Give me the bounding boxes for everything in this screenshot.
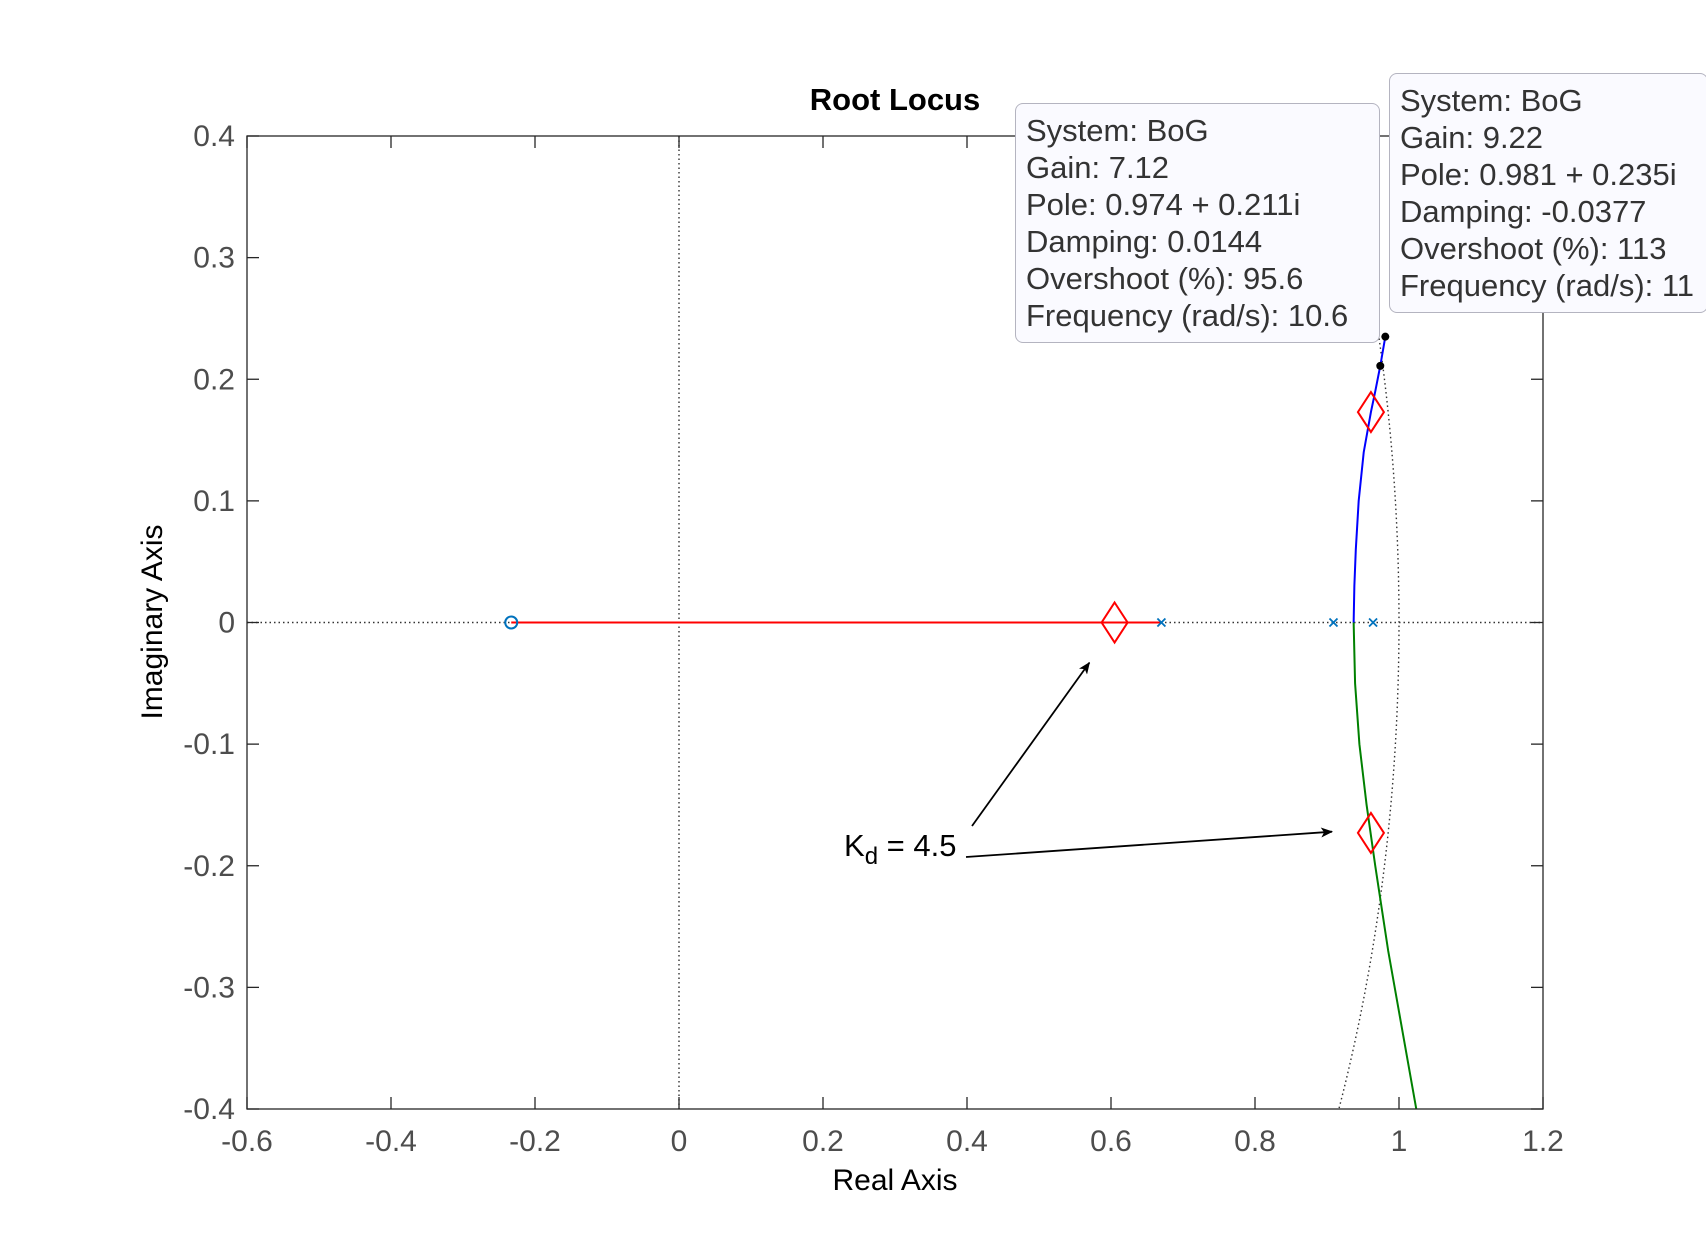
x-tick-label: 1 xyxy=(1391,1125,1408,1158)
x-axis-ticks: -0.6 -0.4 -0.2 0 0.2 0.4 0.6 0.8 1 1.2 xyxy=(221,136,1564,1158)
datatip-1-pole: Pole: 0.974 + 0.211i xyxy=(1026,187,1301,222)
datatip-2-system: System: BoG xyxy=(1400,83,1583,118)
y-tick-label: 0 xyxy=(218,607,235,640)
y-tick-label: -0.3 xyxy=(183,971,235,1004)
datatip-1-gain: Gain: 7.12 xyxy=(1026,150,1170,185)
datatip-2-pole: Pole: 0.981 + 0.235i xyxy=(1400,157,1677,192)
annotation-arrow-2 xyxy=(965,827,1334,858)
kd-annotation-subscript: d xyxy=(864,843,879,870)
datatip-2-frequency: Frequency (rad/s): 11 xyxy=(1400,268,1695,303)
datatip-anchor-2 xyxy=(1381,332,1390,341)
y-axis-ticks: -0.4 -0.3 -0.2 -0.1 0 0.1 0.2 0.3 0.4 xyxy=(183,120,1543,1126)
x-tick-label: 0.2 xyxy=(802,1125,844,1158)
y-axis-label: Imaginary Axis xyxy=(136,524,169,719)
datatip-2[interactable]: System: BoG Gain: 9.22 Pole: 0.981 + 0.2… xyxy=(1389,73,1706,313)
datatip-anchor-1 xyxy=(1376,361,1385,370)
y-tick-label: 0.4 xyxy=(193,120,235,153)
locus-branch-2 xyxy=(1352,336,1387,623)
zero-marker-1 xyxy=(504,615,519,630)
x-tick-label: 1.2 xyxy=(1522,1125,1564,1158)
locus-branch-3 xyxy=(1352,622,1418,1109)
x-tick-label: -0.4 xyxy=(365,1125,417,1158)
datatip-1-system: System: BoG xyxy=(1026,113,1209,148)
datatip-1-overshoot: Overshoot (%): 95.6 xyxy=(1026,261,1304,296)
datatip-2-gain: Gain: 9.22 xyxy=(1400,120,1544,155)
x-tick-label: -0.2 xyxy=(509,1125,561,1158)
design-point-marker-1 xyxy=(1100,600,1129,645)
pole-marker-2 xyxy=(1328,617,1339,628)
annotation-arrows xyxy=(965,661,1334,858)
x-tick-label: 0 xyxy=(671,1125,688,1158)
y-tick-label: -0.4 xyxy=(183,1093,235,1126)
datatip-2-damping: Damping: -0.0377 xyxy=(1400,194,1647,229)
datatip-2-overshoot: Overshoot (%): 113 xyxy=(1400,231,1667,266)
x-tick-label: 0.8 xyxy=(1234,1125,1276,1158)
design-point-marker-3 xyxy=(1356,811,1386,855)
datatip-1-frequency: Frequency (rad/s): 10.6 xyxy=(1026,298,1349,333)
kd-annotation-main: K xyxy=(844,828,865,863)
annotation-arrow-1 xyxy=(971,661,1091,827)
kd-annotation: Kd = 4.5 xyxy=(844,828,956,871)
y-tick-label: -0.2 xyxy=(183,850,235,883)
y-tick-label: 0.3 xyxy=(193,242,235,275)
datatip-1-damping: Damping: 0.0144 xyxy=(1026,224,1263,259)
y-tick-label: 0.1 xyxy=(193,485,235,518)
x-tick-label: 0.4 xyxy=(946,1125,988,1158)
x-axis-label: Real Axis xyxy=(832,1164,957,1197)
kd-annotation-value: = 4.5 xyxy=(878,828,957,863)
y-tick-label: -0.1 xyxy=(183,728,235,761)
x-tick-label: -0.6 xyxy=(221,1125,273,1158)
chart-title: Root Locus xyxy=(810,82,981,117)
pole-marker-3 xyxy=(1368,617,1378,628)
datatip-1[interactable]: System: BoG Gain: 7.12 Pole: 0.974 + 0.2… xyxy=(1015,103,1380,343)
y-tick-label: 0.2 xyxy=(193,363,235,396)
pole-marker-1 xyxy=(1156,617,1167,628)
design-point-marker-2 xyxy=(1356,390,1386,434)
x-tick-label: 0.6 xyxy=(1090,1125,1132,1158)
